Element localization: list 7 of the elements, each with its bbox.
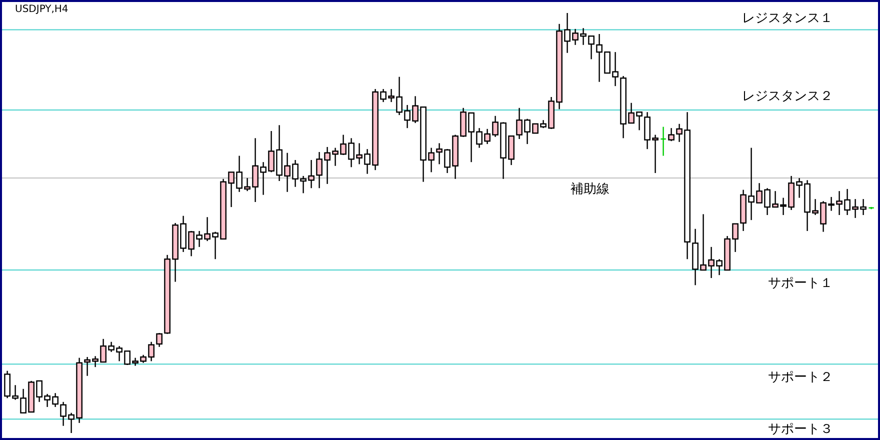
ref-line-label: サポート１ [768,276,833,292]
chart-title: USDJPY,H4 [15,4,68,15]
ref-line-label: サポート２ [768,370,833,386]
ref-line-label: 補助線 [570,182,610,198]
ref-line-label: レジスタンス１ [742,10,833,26]
ref-line-label: レジスタンス２ [742,89,833,104]
ref-line-label: サポート３ [768,422,833,438]
